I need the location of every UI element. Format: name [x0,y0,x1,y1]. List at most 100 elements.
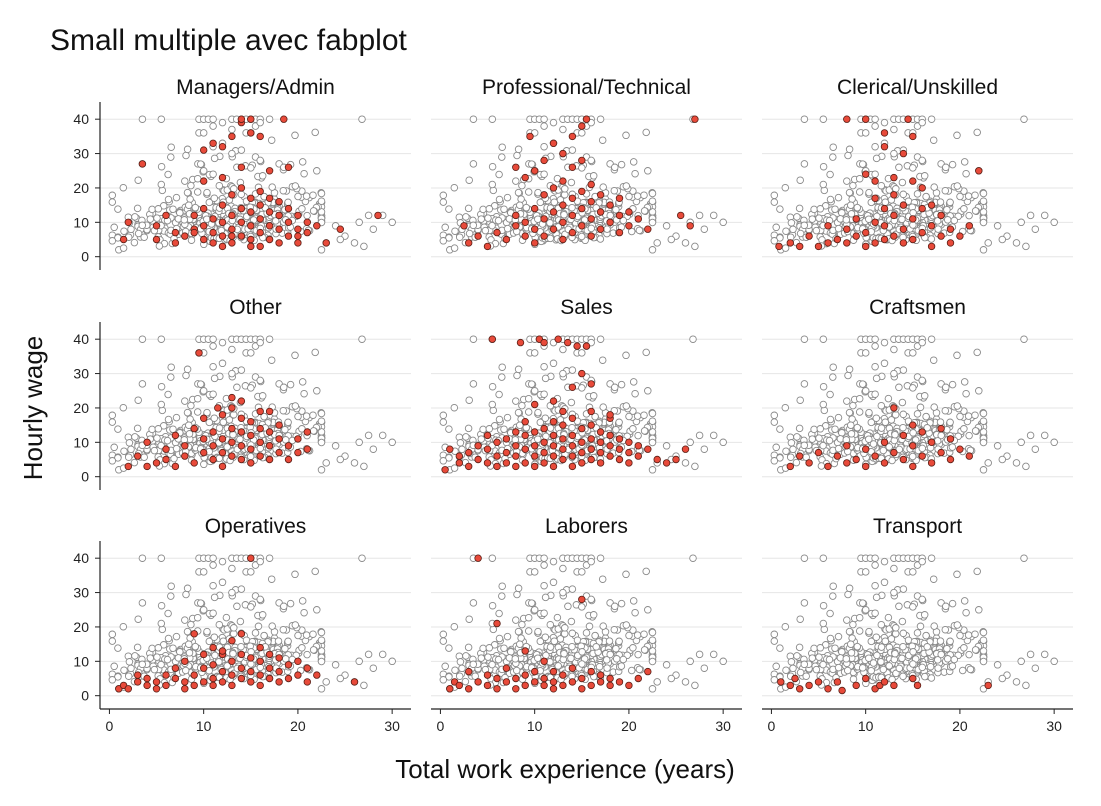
background-point [440,419,447,426]
background-point [229,370,236,377]
background-point [873,415,880,422]
background-point [446,426,453,433]
highlight-point [891,405,898,412]
background-point [158,620,165,627]
background-point [870,441,877,448]
background-point [109,199,116,206]
highlight-point [550,398,557,405]
background-point [466,397,473,404]
highlight-point [531,453,538,460]
highlight-point [229,226,236,233]
background-point [796,205,803,212]
background-point [801,222,808,229]
background-point [210,336,217,343]
highlight-point [597,226,604,233]
background-point [318,467,325,474]
background-point [292,132,299,139]
background-point [154,215,161,222]
highlight-point [583,116,590,123]
background-point [456,234,463,241]
background-point [961,206,968,213]
y-axis-title: Hourly wage [18,336,48,481]
background-point [230,650,237,657]
highlight-point [541,339,548,346]
background-point [210,363,217,370]
background-point [612,384,619,391]
background-point [111,444,118,451]
background-point [525,628,532,635]
highlight-point [560,446,567,453]
background-point [696,212,703,219]
background-point [310,631,317,638]
highlight-point [219,174,226,181]
background-point [623,571,630,578]
background-point [295,632,302,639]
highlight-point [163,212,170,219]
background-point [937,199,944,206]
background-point [827,391,834,398]
highlight-point [626,460,633,467]
highlight-point [616,195,623,202]
background-point [797,230,804,237]
highlight-point [844,443,851,450]
background-point [210,123,217,130]
highlight-point [607,412,614,419]
highlight-point [938,233,945,240]
highlight-point [266,443,273,450]
background-point [181,437,188,444]
highlight-point [153,223,160,230]
background-point [259,612,266,619]
highlight-point [304,219,311,226]
background-point [935,226,942,233]
background-point [820,401,827,408]
background-point [139,661,146,668]
highlight-point [588,198,595,205]
background-point [578,233,585,240]
highlight-point [276,668,283,675]
highlight-point [919,453,926,460]
background-point [155,206,162,213]
highlight-point [191,229,198,236]
background-point [878,182,885,189]
highlight-point [550,432,557,439]
highlight-point [560,456,567,463]
background-point [801,336,808,343]
background-point [470,336,477,343]
background-point [229,346,236,353]
background-point [499,593,506,600]
highlight-point [266,665,273,672]
background-point [182,667,189,674]
background-point [827,171,834,178]
background-point [687,439,694,446]
background-point [919,157,926,164]
background-point [299,159,306,166]
highlight-point [928,460,935,467]
background-point [773,444,780,451]
background-point [597,116,604,123]
background-point [569,630,576,637]
highlight-point [947,436,954,443]
background-point [139,555,146,562]
highlight-point [484,432,491,439]
background-point [237,618,244,625]
background-point [910,210,917,217]
background-point [513,398,520,405]
background-point [954,403,961,410]
highlight-point [815,449,822,456]
background-point [961,426,968,433]
background-point [210,582,217,589]
background-point [845,152,852,159]
highlight-point [295,240,302,247]
background-point [985,240,992,247]
background-point [168,364,175,371]
highlight-point [579,449,586,456]
background-point [255,623,262,630]
background-point [835,194,842,201]
highlight-point [900,202,907,209]
background-point [583,630,590,637]
background-point [599,357,606,364]
background-point [618,663,625,670]
background-point [229,126,236,133]
highlight-point [172,665,179,672]
highlight-point [229,658,236,665]
